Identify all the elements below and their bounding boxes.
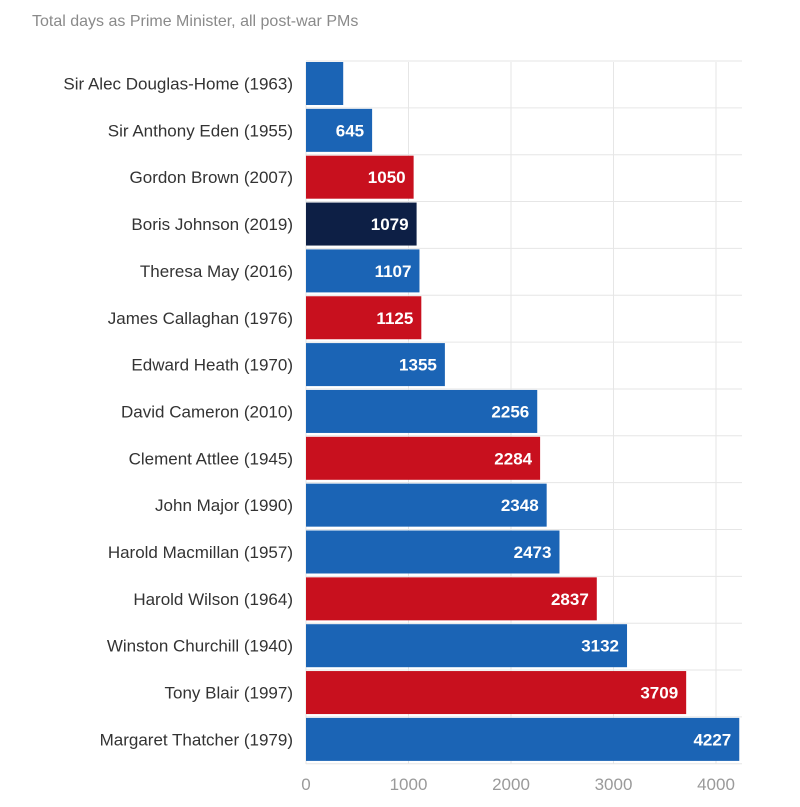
value-label: 2256	[491, 402, 529, 421]
bar	[306, 249, 420, 293]
value-label: 1050	[368, 168, 406, 187]
category-label: David Cameron (2010)	[121, 402, 293, 421]
bar	[306, 717, 740, 761]
x-tick-label: 0	[301, 775, 310, 794]
category-label: Boris Johnson (2019)	[131, 215, 293, 234]
bar	[306, 155, 414, 199]
bar	[306, 671, 687, 715]
value-label: 2284	[494, 449, 532, 468]
category-label: Harold Macmillan (1957)	[108, 543, 293, 562]
value-label: 1107	[375, 262, 412, 281]
bar	[306, 530, 560, 574]
value-label: 2837	[551, 590, 589, 609]
x-tick-label: 1000	[390, 775, 428, 794]
value-label: 3132	[581, 637, 619, 656]
category-labels: Sir Alec Douglas-Home (1963) Sir Anthony …	[63, 75, 293, 750]
bar	[306, 202, 417, 246]
category-label: Tony Blair (1997)	[164, 684, 293, 703]
bar	[306, 436, 541, 480]
category-label: Margaret Thatcher (1979)	[100, 730, 293, 749]
bar	[306, 343, 445, 387]
value-label: 1125	[376, 309, 413, 328]
category-label: Sir Alec Douglas-Home (1963)	[63, 75, 293, 94]
category-label: John Major (1990)	[155, 496, 293, 515]
value-label: 3709	[640, 684, 678, 703]
bar	[306, 483, 547, 527]
category-label: Clement Attlee (1945)	[129, 449, 293, 468]
value-label: 645	[336, 121, 364, 140]
x-tick-label: 2000	[492, 775, 530, 794]
x-tick-label: 3000	[595, 775, 633, 794]
value-label: 4227	[693, 730, 731, 749]
chart-subtitle: Total days as Prime Minister, all post-w…	[32, 13, 359, 30]
x-axis-ticks: 0 1000 2000 3000 4000	[301, 775, 735, 794]
bar	[306, 389, 538, 433]
value-labels: 645 1050 1079 1107 1125 1355 2256 2284 2348 2473 2…	[336, 121, 732, 749]
bar	[306, 296, 422, 340]
category-label: Gordon Brown (2007)	[130, 168, 293, 187]
value-label: 1079	[371, 215, 409, 234]
bar	[306, 577, 597, 621]
bars	[306, 62, 740, 761]
value-label: 2473	[514, 543, 552, 562]
bar	[306, 624, 628, 668]
category-label: Harold Wilson (1964)	[133, 590, 293, 609]
category-label: Edward Heath (1970)	[131, 356, 293, 375]
category-label: Winston Churchill (1940)	[107, 637, 293, 656]
bar	[306, 108, 373, 152]
x-tick-label: 4000	[697, 775, 735, 794]
bar	[306, 62, 344, 105]
value-label: 1355	[399, 356, 437, 375]
category-label: James Callaghan (1976)	[108, 309, 293, 328]
category-label: Sir Anthony Eden (1955)	[108, 121, 293, 140]
value-label: 2348	[501, 496, 539, 515]
category-label: Theresa May (2016)	[140, 262, 293, 281]
